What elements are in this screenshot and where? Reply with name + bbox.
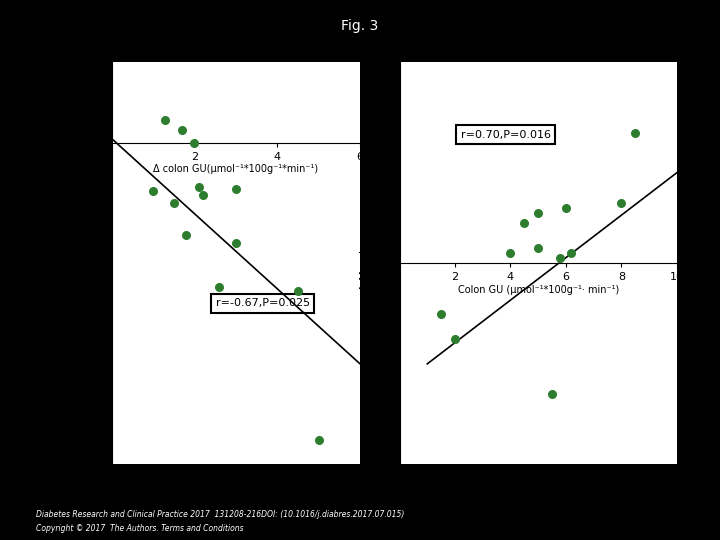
Text: r=0.70,P=0.016: r=0.70,P=0.016 bbox=[461, 130, 551, 139]
Point bbox=[160, 116, 171, 124]
Text: r=-0.67,P=0.025: r=-0.67,P=0.025 bbox=[216, 299, 310, 308]
Point bbox=[554, 254, 566, 262]
Y-axis label: Δ FPG: Δ FPG bbox=[78, 247, 89, 280]
Point bbox=[629, 128, 641, 137]
Y-axis label: Δ M-value: Δ M-value bbox=[360, 235, 369, 291]
Point bbox=[533, 244, 544, 253]
Point bbox=[546, 390, 558, 399]
X-axis label: Colon GU (μmol⁻¹*100g⁻¹· min⁻¹): Colon GU (μmol⁻¹*100g⁻¹· min⁻¹) bbox=[458, 285, 618, 295]
Point bbox=[230, 185, 242, 193]
Point bbox=[518, 219, 530, 227]
Point bbox=[147, 186, 158, 195]
Point bbox=[533, 208, 544, 217]
Point bbox=[313, 436, 325, 444]
Point bbox=[230, 239, 242, 247]
X-axis label: Δ colon GU(μmol⁻¹*100g⁻¹*min⁻¹): Δ colon GU(μmol⁻¹*100g⁻¹*min⁻¹) bbox=[153, 164, 318, 174]
Point bbox=[616, 199, 627, 207]
Text: Diabetes Research and Clinical Practice 2017  131208-216DOI: (10.1016/j.diabres.: Diabetes Research and Clinical Practice … bbox=[36, 510, 405, 519]
Text: A: A bbox=[91, 40, 104, 58]
Text: Copyright © 2017  The Authors. Terms and Conditions: Copyright © 2017 The Authors. Terms and … bbox=[36, 524, 243, 533]
Point bbox=[193, 183, 204, 191]
Text: B: B bbox=[377, 40, 390, 58]
Point bbox=[197, 191, 209, 199]
Point bbox=[505, 249, 516, 258]
Point bbox=[176, 126, 188, 135]
Point bbox=[168, 199, 179, 207]
Point bbox=[449, 334, 461, 343]
Point bbox=[189, 138, 200, 147]
Point bbox=[436, 309, 447, 318]
Point bbox=[566, 249, 577, 258]
Text: Fig. 3: Fig. 3 bbox=[341, 19, 379, 33]
Point bbox=[560, 204, 572, 212]
Point bbox=[292, 287, 304, 296]
Point bbox=[180, 231, 192, 239]
Point bbox=[214, 283, 225, 292]
